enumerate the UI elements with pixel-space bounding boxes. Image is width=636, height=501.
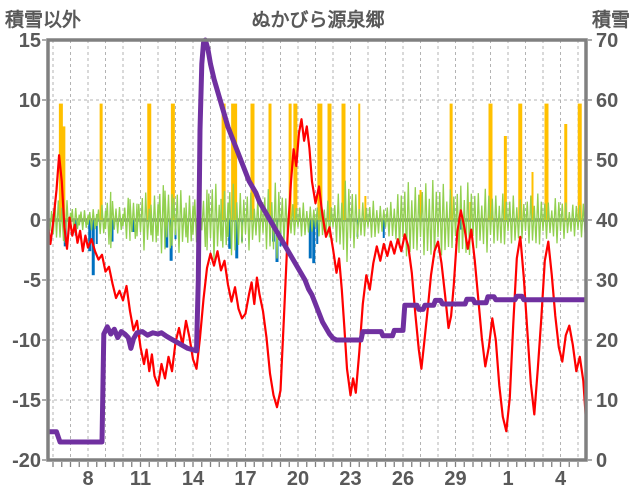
svg-text:5: 5 bbox=[30, 150, 41, 172]
svg-text:0: 0 bbox=[30, 210, 41, 232]
svg-text:0: 0 bbox=[596, 450, 607, 472]
svg-text:30: 30 bbox=[596, 270, 618, 292]
svg-text:29: 29 bbox=[444, 468, 466, 490]
svg-text:20: 20 bbox=[596, 330, 618, 352]
chart-title: ぬかびら源泉郷 bbox=[251, 10, 385, 31]
svg-text:10: 10 bbox=[596, 390, 618, 412]
svg-text:60: 60 bbox=[596, 90, 618, 112]
purple-snow-depth-series bbox=[48, 37, 586, 445]
right-axis-title: 積雪 bbox=[591, 10, 630, 31]
red-line-series bbox=[47, 118, 587, 433]
svg-text:14: 14 bbox=[182, 468, 205, 490]
svg-text:-15: -15 bbox=[12, 390, 41, 412]
green-zigzag-series bbox=[47, 179, 586, 263]
svg-text:4: 4 bbox=[555, 468, 567, 490]
x-gridlines bbox=[52, 40, 579, 460]
svg-text:40: 40 bbox=[596, 210, 618, 232]
svg-text:-5: -5 bbox=[23, 270, 41, 292]
svg-text:17: 17 bbox=[234, 468, 256, 490]
svg-text:15: 15 bbox=[19, 30, 41, 52]
plot-frame bbox=[46, 38, 588, 462]
svg-text:20: 20 bbox=[287, 468, 309, 490]
svg-text:11: 11 bbox=[130, 468, 151, 490]
svg-text:10: 10 bbox=[19, 90, 41, 112]
svg-text:8: 8 bbox=[82, 468, 93, 490]
svg-text:-20: -20 bbox=[12, 450, 41, 472]
svg-text:50: 50 bbox=[596, 150, 618, 172]
svg-text:-10: -10 bbox=[12, 330, 41, 352]
svg-text:70: 70 bbox=[596, 30, 618, 52]
left-axis-title: 積雪以外 bbox=[5, 10, 82, 31]
axis-ticks bbox=[42, 39, 592, 467]
svg-text:26: 26 bbox=[392, 468, 414, 490]
svg-text:23: 23 bbox=[339, 468, 361, 490]
svg-text:1: 1 bbox=[502, 468, 513, 490]
